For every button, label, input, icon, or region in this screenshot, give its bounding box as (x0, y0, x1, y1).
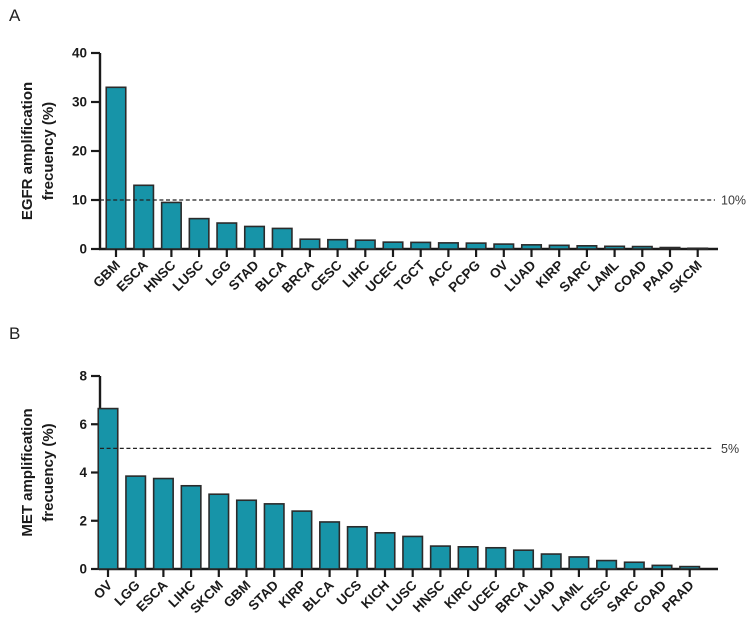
panel-letter: B (9, 324, 20, 343)
bar-coad (631, 245, 653, 250)
x-tick-label: TGCT (391, 257, 428, 294)
bar-brca (299, 238, 321, 250)
x-tick-label: HNSC (141, 257, 179, 295)
bar-prad (679, 565, 701, 570)
x-tick-label: STAD (245, 577, 281, 613)
bar-laml (604, 245, 626, 250)
bar-esca (133, 184, 155, 250)
bar-acc (437, 242, 459, 250)
x-tick-label: ESCA (133, 577, 170, 614)
y-tick-label: 40 (72, 46, 87, 61)
bar-lihc (354, 239, 376, 250)
x-tick-label: UCEC (362, 257, 400, 295)
bar-cesc (596, 559, 618, 570)
threshold-label: 5% (721, 442, 739, 456)
bar-hnsc (429, 545, 451, 570)
bar-hnsc (160, 201, 182, 250)
x-tick-label: LUSC (170, 257, 207, 294)
threshold-label: 10% (721, 194, 746, 208)
bar-stad (263, 503, 285, 570)
y-tick-label: 6 (79, 417, 87, 432)
x-tick-label: SARC (556, 257, 594, 295)
y-axis-title-line: EGFR amplification (19, 82, 36, 220)
bar-blca (319, 521, 341, 570)
bar-pcpg (465, 242, 487, 250)
y-tick-label: 0 (79, 242, 87, 257)
x-tick-label: LUAD (501, 257, 538, 294)
y-tick-label: 0 (79, 562, 87, 577)
bar-stad (243, 225, 266, 250)
y-axis-title-line: frecuency (%) (40, 423, 57, 521)
x-tick-label: PRAD (659, 577, 697, 615)
bar-coad (651, 564, 673, 570)
bar-ucec (485, 546, 507, 570)
bar-ov (97, 407, 119, 570)
y-tick-label: 20 (72, 144, 87, 159)
y-tick-label: 4 (79, 465, 87, 480)
x-tick-label: BRCA (279, 257, 317, 295)
bar-luad (540, 553, 562, 570)
bar-sarc (623, 561, 645, 570)
bar-blca (271, 227, 293, 250)
y-tick-label: 30 (72, 95, 87, 110)
bar-kirp (291, 510, 313, 570)
x-tick-label: CESC (308, 257, 345, 294)
bar-brca (512, 549, 535, 570)
bar-esca (152, 477, 174, 570)
y-axis-title-line: frecuency (%) (40, 102, 57, 200)
bar-luad (520, 244, 543, 250)
bar-ucs (346, 525, 368, 570)
bar-paad (659, 246, 681, 250)
bar-kirp (548, 244, 570, 250)
panel-letter: A (9, 6, 21, 25)
bar-lusc (188, 217, 210, 250)
bar-skcm (208, 493, 230, 570)
bar-ucec (382, 241, 404, 250)
y-axis-title-line: MET amplification (19, 408, 36, 536)
egfr-amplification-chart: A EGFR amplification frecuency (%) 0 10 20 30 4… (9, 6, 746, 296)
x-tick-label: PCPG (446, 258, 484, 296)
x-tick-label: HNSC (410, 577, 448, 615)
y-tick-label: 2 (79, 513, 87, 528)
bar-lgg (125, 475, 147, 570)
bar-sarc (576, 245, 598, 250)
y-tick-label: 8 (79, 369, 87, 384)
bar-lihc (180, 484, 202, 570)
bar-kich (374, 532, 396, 570)
y-tick-label: 10 (72, 193, 87, 208)
bar-gbm (235, 499, 258, 570)
x-tick-label: BLCA (300, 577, 337, 614)
bar-kirc (457, 546, 479, 570)
x-tick-label: BRCA (492, 577, 530, 615)
bar-ov (493, 243, 515, 250)
bar-gbm (105, 86, 127, 250)
bar-lusc (402, 535, 424, 570)
bar-laml (568, 556, 590, 570)
bar-cesc (327, 238, 349, 250)
bar-tgct (410, 241, 432, 250)
bar-lgg (216, 222, 238, 250)
